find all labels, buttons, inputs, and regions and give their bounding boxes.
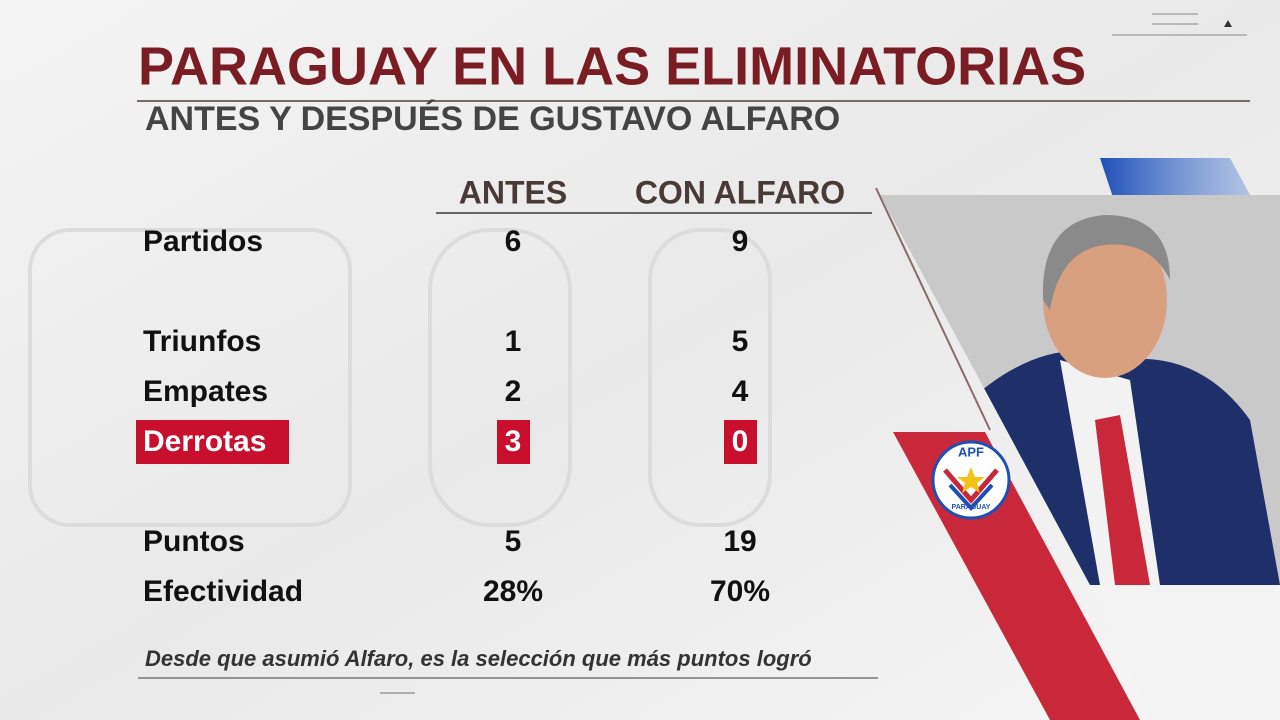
subtitle: ANTES Y DESPUÉS DE GUSTAVO ALFARO [145,100,840,138]
title: PARAGUAY EN LAS ELIMINATORIAS [138,36,1086,96]
cell-value: 19 [723,525,756,558]
cell-value: 5 [732,325,749,358]
watermark [28,228,772,527]
top-decoration [1112,13,1247,36]
cell-highlight [497,420,530,464]
badge-text: APF [958,444,984,459]
divider [875,187,991,431]
row-label: Puntos [143,525,245,558]
cell-value: 6 [505,225,522,258]
badge-text: PARAGUAY [952,504,991,511]
cell-value: 4 [732,375,749,408]
label-highlight [136,420,289,464]
column-header: CON ALFARO [635,174,845,210]
cell-value: 28% [483,575,543,608]
footnote: Desde que asumió Alfaro, es la selección… [145,646,812,671]
cell-value: 2 [505,375,522,408]
cell-value: 70% [710,575,770,608]
cell-value: 9 [732,225,749,258]
cell-value: 0 [732,425,749,458]
top-arrow [1224,20,1232,27]
cell-value: 5 [505,525,522,558]
row-label: Efectividad [143,575,303,608]
badge-stripes [948,483,994,511]
badge-star [957,467,985,493]
cell-value: 3 [505,425,522,458]
row-label: Empates [143,375,268,408]
column-header: ANTES [459,174,567,210]
badge-stripes [943,468,999,504]
light-panel [1090,585,1280,720]
row-label: Partidos [143,225,263,258]
cell-value: 1 [505,325,522,358]
row-label: Triunfos [143,325,261,358]
cell-highlight [724,420,757,464]
row-label: Derrotas [143,425,266,458]
